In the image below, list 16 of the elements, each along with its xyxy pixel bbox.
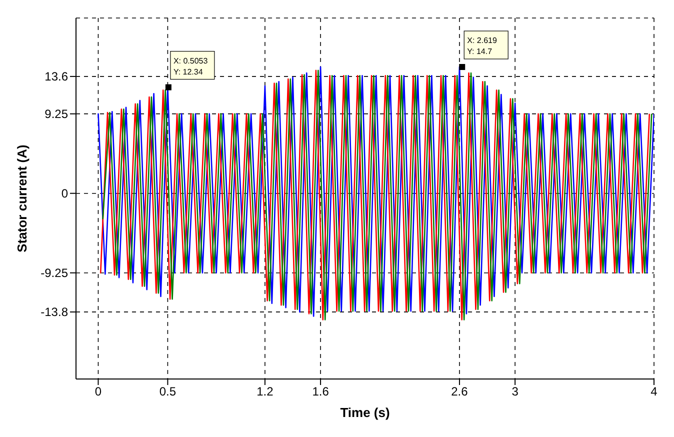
y-axis-title: Stator current (A) [14, 144, 30, 252]
x-axis-title: Time (s) [340, 405, 390, 420]
x-tick-label: 3 [512, 384, 519, 399]
x-tick-label: 2.6 [451, 384, 468, 399]
x-tick-label: 0 [94, 384, 102, 399]
x-tick-label: 1.2 [256, 384, 274, 399]
y-tick-label: 13.6 [44, 70, 68, 84]
y-tick-label: 0 [61, 186, 68, 201]
x-tick-label: 4 [650, 384, 658, 399]
annotation: X: 0.5053 Y: 12.34 [173, 56, 208, 76]
y-tick-label: -13.8 [40, 305, 68, 320]
x-tick-label: 1.6 [312, 384, 330, 399]
y-tick-label: 9.25 [44, 107, 68, 122]
y-tick-label: -9.25 [40, 266, 68, 280]
x-tick-label: 0.5 [159, 384, 176, 399]
annotation: X: 2.619 Y: 14.7 [467, 36, 498, 56]
